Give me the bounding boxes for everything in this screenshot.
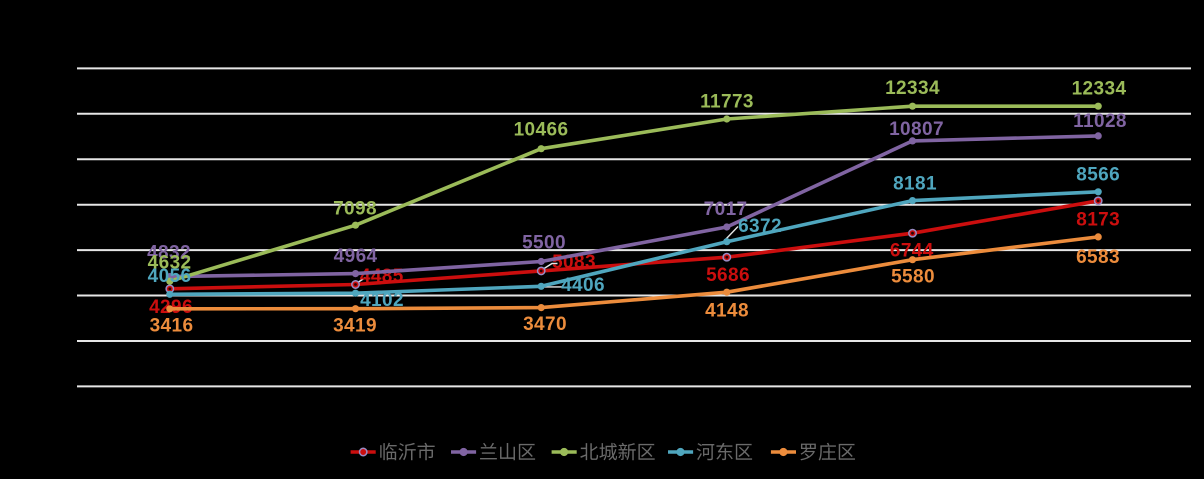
svg-text:12334: 12334	[885, 78, 940, 99]
svg-text:11028: 11028	[1073, 111, 1127, 132]
svg-text:5500: 5500	[522, 233, 566, 254]
svg-text:6583: 6583	[1076, 247, 1120, 268]
svg-text:3416: 3416	[150, 315, 194, 336]
svg-text:7017: 7017	[704, 199, 748, 220]
svg-text:5686: 5686	[706, 265, 750, 286]
svg-text:4102: 4102	[360, 290, 404, 311]
svg-text:4056: 4056	[148, 266, 192, 287]
svg-text:6744: 6744	[890, 241, 934, 262]
svg-text:11773: 11773	[700, 92, 754, 113]
svg-text:8173: 8173	[1076, 210, 1120, 231]
svg-text:3419: 3419	[333, 315, 377, 336]
svg-text:4832: 4832	[147, 243, 191, 264]
svg-text:6372: 6372	[738, 216, 782, 237]
svg-text:8181: 8181	[893, 174, 937, 195]
svg-text:10466: 10466	[514, 120, 569, 141]
svg-text:4964: 4964	[334, 246, 378, 267]
svg-text:7098: 7098	[333, 199, 377, 220]
svg-text:8566: 8566	[1076, 165, 1120, 186]
svg-text:12334: 12334	[1072, 79, 1127, 100]
svg-text:5580: 5580	[891, 267, 935, 288]
svg-text:3470: 3470	[523, 314, 567, 335]
svg-text:4148: 4148	[705, 301, 749, 322]
svg-text:4632: 4632	[148, 253, 192, 274]
svg-text:10807: 10807	[889, 119, 944, 140]
svg-text:4406: 4406	[561, 275, 605, 296]
